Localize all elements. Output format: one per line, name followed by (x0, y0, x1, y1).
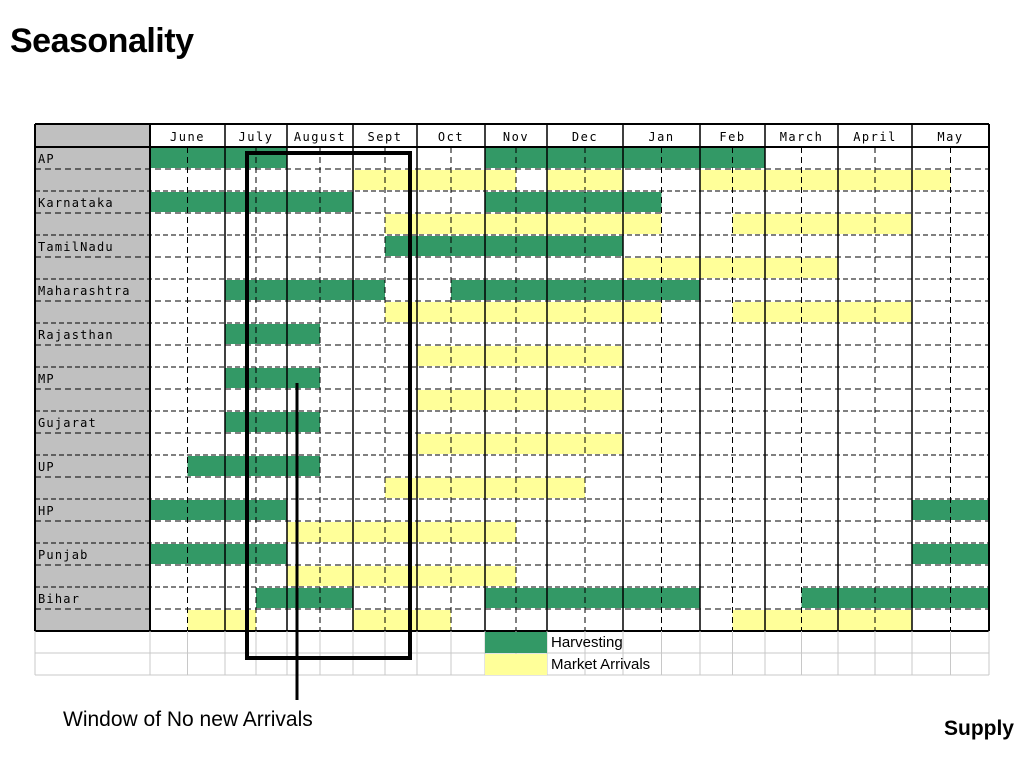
harvest-bar-maharashtra-1 (451, 280, 700, 300)
harvest-bar-rajasthan-0 (225, 324, 320, 344)
month-label-oct: Oct (438, 130, 464, 144)
arrival-bar-mp-0 (417, 390, 623, 410)
arrival-bar-bihar-1 (353, 610, 451, 630)
legend-swatch-harvesting (485, 632, 547, 653)
month-label-june: June (170, 130, 205, 144)
state-label-maharashtra: Maharashtra (38, 284, 131, 298)
window-annotation: Window of No new Arrivals (63, 708, 313, 731)
month-label-feb: Feb (719, 130, 745, 144)
month-label-nov: Nov (503, 130, 529, 144)
month-label-august: August (294, 130, 346, 144)
state-label-ap: AP (38, 152, 55, 166)
state-label-karnataka: Karnataka (38, 196, 114, 210)
harvest-bar-karnataka-0 (150, 192, 353, 212)
header-corner (35, 124, 150, 147)
arrival-bar-maharashtra-1 (732, 302, 912, 322)
state-label-bihar: Bihar (38, 592, 80, 606)
month-label-july: July (239, 130, 274, 144)
arrival-bar-punjab-0 (287, 566, 516, 586)
harvest-bar-tamilnadu-0 (385, 236, 623, 256)
month-label-may: May (937, 130, 963, 144)
arrival-bar-bihar-0 (187, 610, 256, 630)
month-label-march: March (780, 130, 824, 144)
section-label: Supply (943, 717, 1014, 740)
state-label-mp: MP (38, 372, 55, 386)
harvest-bar-karnataka-1 (485, 192, 662, 212)
harvest-bar-bihar-1 (485, 588, 700, 608)
seasonality-chart: June July August Sept Oct Nov Dec Jan Feb March Ap… (34, 123, 990, 700)
state-label-punjab: Punjab (38, 548, 89, 562)
arrival-bar-hp-0 (287, 522, 516, 542)
legend-label-market-arrivals: Market Arrivals (551, 656, 650, 673)
harvest-bar-gujarat-0 (225, 412, 320, 432)
harvest-bar-punjab-1 (912, 544, 989, 564)
month-label-april: April (853, 130, 897, 144)
page-title: Seasonality (10, 22, 194, 60)
arrival-bar-tamilnadu-0 (623, 258, 838, 278)
state-label-hp: HP (38, 504, 55, 518)
arrival-bar-maharashtra-0 (385, 302, 662, 322)
arrival-bar-karnataka-0 (385, 214, 662, 234)
header-band (35, 124, 989, 147)
month-label-sept: Sept (368, 130, 403, 144)
arrival-bar-rajasthan-0 (417, 346, 623, 366)
harvest-bar-maharashtra-0 (225, 280, 385, 300)
month-label-jan: Jan (648, 130, 674, 144)
arrival-bar-ap-0 (353, 170, 516, 190)
arrival-bar-ap-2 (700, 170, 951, 190)
no-arrivals-window-box (245, 151, 412, 660)
state-label-rajasthan: Rajasthan (38, 328, 114, 342)
harvest-bar-up-0 (187, 456, 320, 476)
state-label-gujarat: Gujarat (38, 416, 97, 430)
legend-swatch-market-arrivals (485, 654, 547, 675)
month-label-dec: Dec (572, 130, 598, 144)
harvest-bar-mp-0 (225, 368, 320, 388)
harvest-bar-ap-1 (485, 148, 765, 168)
arrival-bar-gujarat-0 (417, 434, 623, 454)
harvest-bar-punjab-0 (150, 544, 287, 564)
state-label-up: UP (38, 460, 55, 474)
harvest-bar-bihar-2 (801, 588, 989, 608)
arrival-bar-bihar-2 (732, 610, 912, 630)
state-label-tamilnadu: TamilNadu (38, 240, 114, 254)
harvest-bar-bihar-0 (256, 588, 353, 608)
harvest-bar-hp-0 (150, 500, 287, 520)
arrival-bar-karnataka-1 (732, 214, 912, 234)
legend-label-harvesting: Harvesting (551, 634, 623, 651)
